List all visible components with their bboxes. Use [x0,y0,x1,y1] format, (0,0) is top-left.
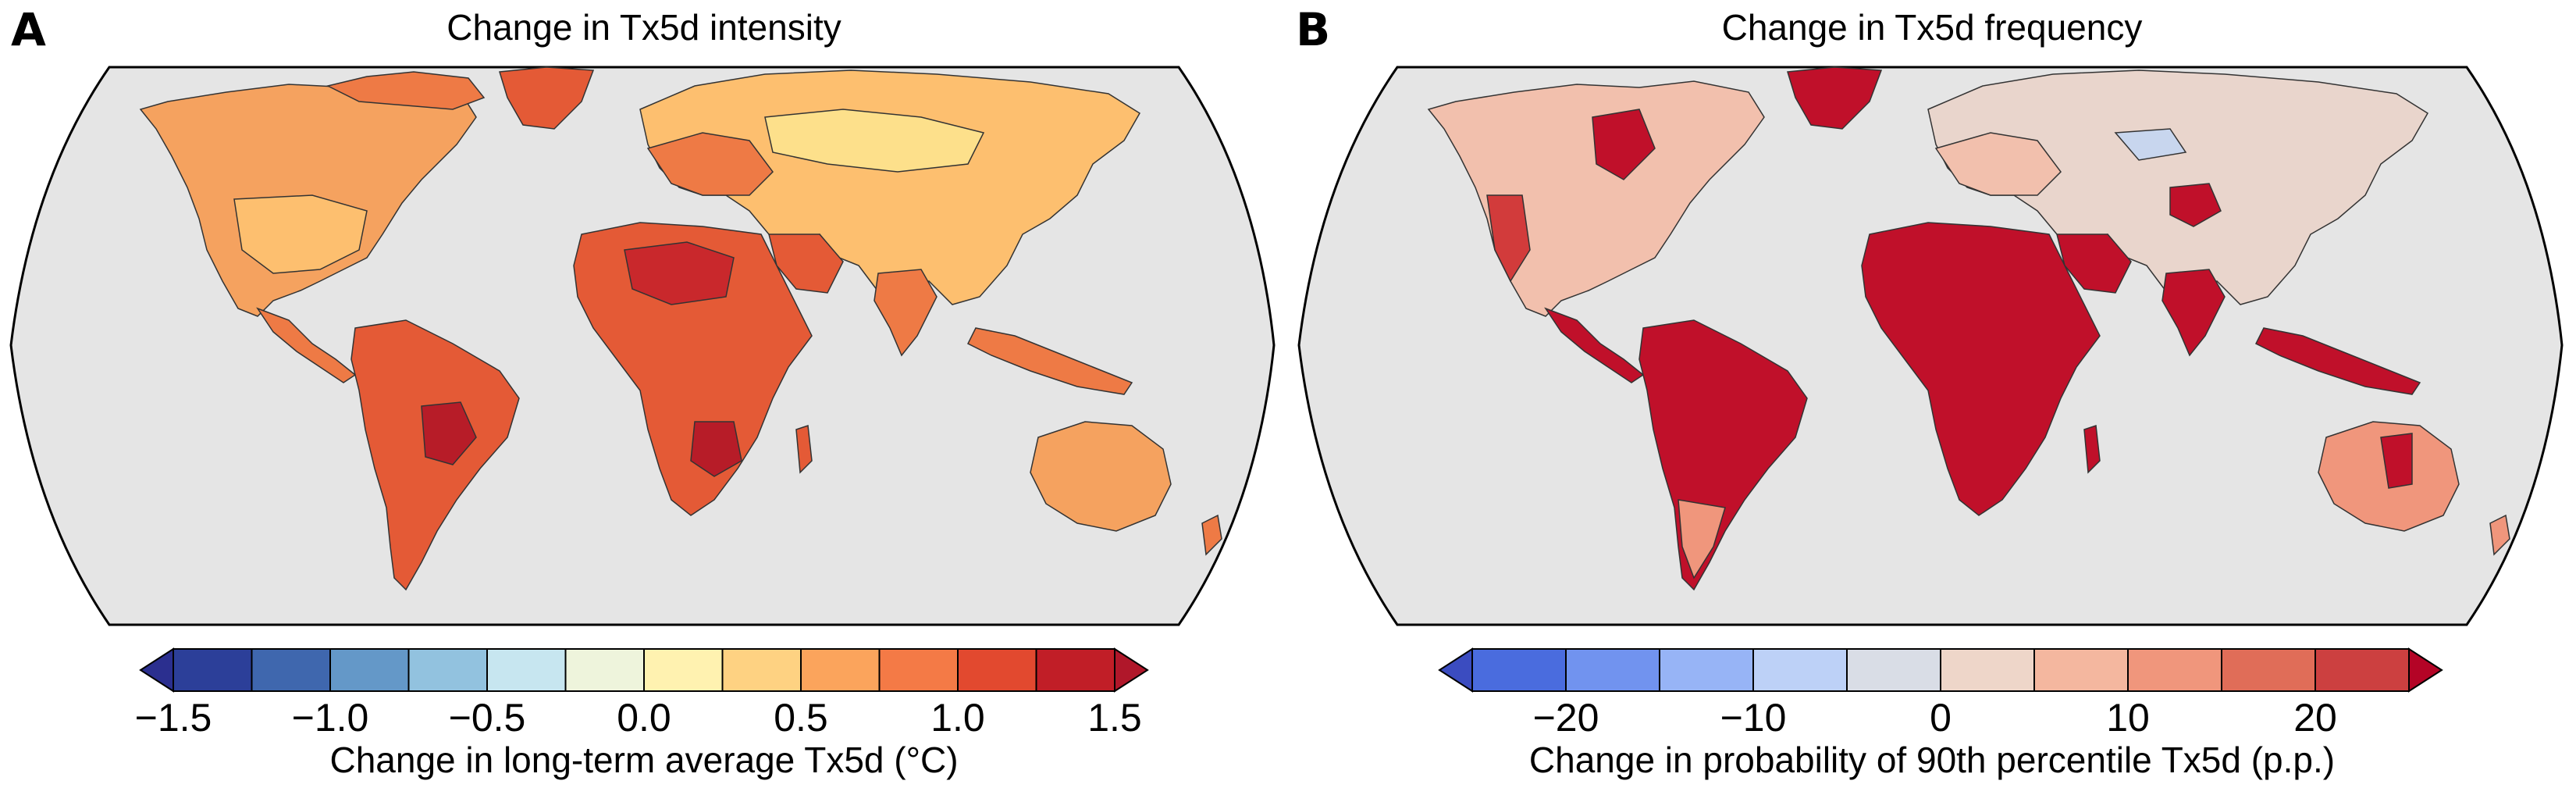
brazil-hotspot [421,401,477,465]
frequency-map: −20 −10 0 10 20 [1297,66,2564,740]
colorbar-extend-low [139,647,174,693]
africa-land [1861,222,2101,516]
colorbar-swatch [564,648,645,692]
madagascar [795,424,813,474]
colorbar-swatch [2127,648,2222,692]
sahara-hotspot [624,241,735,305]
new-zealand [1201,514,1222,556]
se-asia-islands [2254,327,2421,395]
panel-letter: A [11,3,46,56]
madagascar [2083,424,2101,474]
colorbar-tick-label: 10 [2106,696,2150,740]
colorbar-tick-label: 1.5 [1087,696,1142,740]
europe-band [1934,132,2062,196]
australia-land [1030,421,1172,532]
us-west [1486,194,1531,283]
panel-a: A Change in Tx5d intensity [9,3,1276,780]
india-land [873,269,938,357]
colorbar-tick-label: 20 [2293,696,2337,740]
colorbar-swatch [1035,648,1115,692]
siberia-pale [764,109,985,173]
colorbar-tick-label: 1.0 [930,696,985,740]
colorbar-swatch [1565,648,1660,692]
colorbar-swatch [878,648,959,692]
colorbar-tick-label: 0.5 [774,696,828,740]
panel-letter: B [1296,3,1331,56]
colorbar-swatch [251,648,331,692]
central-america-land [1544,307,1645,383]
panel-title: Change in Tx5d frequency [1721,7,2143,48]
colorbar-tick-label: 0 [1930,696,1952,740]
us-south [233,194,368,274]
colorbar-swatch [407,648,488,692]
colorbar-swatch [2033,648,2129,692]
colorbar-swatch [1471,648,1567,692]
colorbar-swatch [1659,648,1754,692]
colorbar-extend-high [2408,647,2443,693]
colorbar-extend-low [1438,647,1473,693]
colorbar: −1.5 −1.0 −0.5 0.0 0.5 1.0 1.5 [135,647,1149,740]
india-land [2161,269,2226,357]
central-america-land [256,307,357,383]
se-asia-islands [966,327,1133,395]
colorbar-swatch [329,648,410,692]
hudson-hotspot [1592,109,1656,180]
panel-b: B Change in Tx5d frequency −20 −10 0 10 20 [1288,0,2576,795]
continents [139,66,1222,591]
colorbar-swatch [1752,648,1848,692]
colorbar-tick-label: −1.5 [135,696,212,740]
africa-land [573,222,813,516]
colorbar-swatch [173,648,253,692]
colorbar-extend-high [1114,647,1149,693]
greenland [1787,66,1883,130]
colorbar-tick-label: 0.0 [617,696,671,740]
europe-band [646,132,774,196]
south-america-south [1678,499,1726,579]
colorbar-swatch [721,648,802,692]
intensity-map: −1.5 −1.0 −0.5 0.0 0.5 1.0 1.5 [9,66,1276,740]
australia-hotspot [2380,433,2413,489]
greenland [499,66,595,130]
colorbar-label: Change in long-term average Tx5d (°C) [329,740,959,780]
colorbar-swatch [486,648,567,692]
colorbar: −20 −10 0 10 20 [1438,647,2443,740]
southern-africa-hotspot [690,421,742,477]
colorbar-tick-label: −10 [1720,696,1787,740]
colorbar-label: Change in probability of 90th percentile… [1528,740,2336,780]
continents [1427,66,2510,591]
colorbar-tick-label: −0.5 [449,696,526,740]
central-asia-hotspot [2169,183,2222,227]
colorbar-tick-label: −1.0 [292,696,369,740]
panel-title: Change in Tx5d intensity [447,7,841,48]
colorbar-swatch [800,648,881,692]
colorbar-swatch [2221,648,2316,692]
colorbar-swatch [2314,648,2410,692]
colorbar-tick-label: −20 [1533,696,1599,740]
canada-north [326,71,486,110]
colorbar-swatch [1846,648,1941,692]
colorbar-swatch [1940,648,2035,692]
colorbar-swatch [957,648,1037,692]
new-zealand [2489,514,2510,556]
siberia-blue [2114,128,2187,161]
colorbar-swatch [643,648,724,692]
